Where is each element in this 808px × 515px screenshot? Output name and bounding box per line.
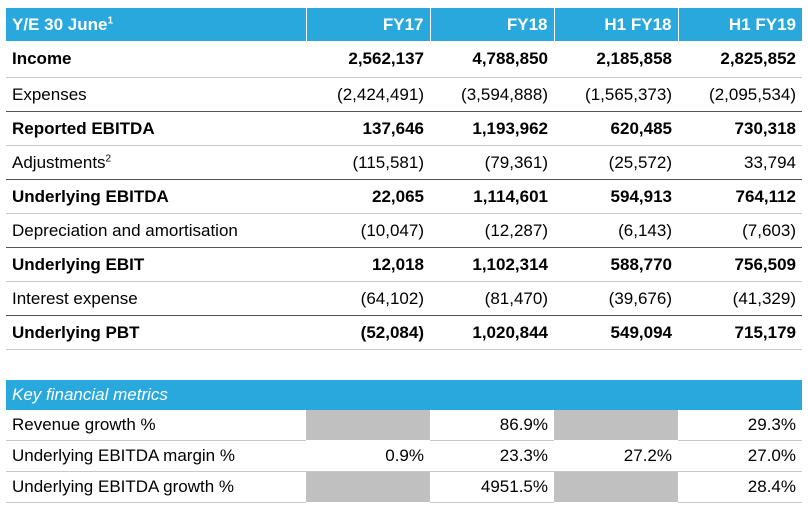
cell: 0.9%	[306, 440, 430, 472]
key-metrics-table: Key financial metrics Revenue growth % 8…	[6, 380, 802, 503]
row-label: Depreciation and amortisation	[6, 213, 306, 248]
footnote-marker: 2	[105, 152, 112, 164]
cell: 756,509	[678, 247, 802, 282]
cell: 28.4%	[678, 471, 802, 503]
column-header-fy17: FY17	[305, 8, 430, 41]
cell: (39,676)	[554, 281, 678, 316]
row-adjustments: Adjustments2 (115,581) (79,361) (25,572)…	[6, 145, 802, 180]
row-underlying-ebitda: Underlying EBITDA 22,065 1,114,601 594,9…	[6, 179, 802, 214]
cell: 549,094	[554, 315, 678, 350]
row-ebitda-margin: Underlying EBITDA margin % 0.9% 23.3% 27…	[6, 440, 802, 472]
cell: (41,329)	[678, 281, 802, 316]
column-header-h1-fy19: H1 FY19	[677, 8, 802, 41]
column-header-fy18: FY18	[429, 8, 554, 41]
row-label-text: Adjustments	[12, 152, 106, 172]
cell: 2,825,852	[678, 41, 802, 78]
not-applicable-cell	[554, 471, 678, 503]
not-applicable-cell	[554, 410, 678, 441]
cell: 12,018	[306, 247, 430, 282]
row-label: Revenue growth %	[6, 410, 306, 441]
cell: 620,485	[554, 111, 678, 146]
row-label: Expenses	[6, 77, 306, 112]
row-label: Underlying EBITDA margin %	[6, 440, 306, 472]
cell: (52,084)	[306, 315, 430, 350]
cell: 137,646	[306, 111, 430, 146]
column-header-h1-fy18: H1 FY18	[553, 8, 678, 41]
cell: (64,102)	[306, 281, 430, 316]
metrics-title: Key financial metrics	[6, 380, 802, 410]
cell: (81,470)	[430, 281, 554, 316]
row-label: Underlying EBIT	[6, 247, 306, 282]
cell: (115,581)	[306, 145, 430, 180]
cell: 715,179	[678, 315, 802, 350]
not-applicable-cell	[306, 410, 430, 441]
cell: 27.2%	[554, 440, 678, 472]
cell: 27.0%	[678, 440, 802, 472]
cell: (25,572)	[554, 145, 678, 180]
row-expenses: Expenses (2,424,491) (3,594,888) (1,565,…	[6, 77, 802, 112]
cell: (2,424,491)	[306, 77, 430, 112]
cell: (10,047)	[306, 213, 430, 248]
metrics-header-row: Key financial metrics	[6, 380, 802, 410]
row-label: Income	[6, 41, 306, 78]
cell: 4951.5%	[430, 471, 554, 503]
cell: 86.9%	[430, 410, 554, 441]
row-underlying-pbt: Underlying PBT (52,084) 1,020,844 549,09…	[6, 315, 802, 350]
row-label: Interest expense	[6, 281, 306, 316]
row-ebitda-growth: Underlying EBITDA growth % 4951.5% 28.4%	[6, 471, 802, 503]
header-label-text: Y/E 30 June	[12, 14, 108, 34]
footnote-marker: 1	[107, 14, 113, 26]
cell: 4,788,850	[430, 41, 554, 78]
cell: (12,287)	[430, 213, 554, 248]
header-label: Y/E 30 June1	[6, 8, 306, 41]
cell: 588,770	[554, 247, 678, 282]
cell: 33,794	[678, 145, 802, 180]
cell: (3,594,888)	[430, 77, 554, 112]
cell: (6,143)	[554, 213, 678, 248]
cell: 29.3%	[678, 410, 802, 441]
table-header-row: Y/E 30 June1 FY17 FY18 H1 FY18 H1 FY19	[6, 8, 802, 41]
row-underlying-ebit: Underlying EBIT 12,018 1,102,314 588,770…	[6, 247, 802, 282]
row-depreciation: Depreciation and amortisation (10,047) (…	[6, 213, 802, 248]
row-label: Underlying EBITDA growth %	[6, 471, 306, 503]
cell: 23.3%	[430, 440, 554, 472]
cell: 1,020,844	[430, 315, 554, 350]
cell: (1,565,373)	[554, 77, 678, 112]
row-label: Reported EBITDA	[6, 111, 306, 146]
cell: (2,095,534)	[678, 77, 802, 112]
cell: 2,185,858	[554, 41, 678, 78]
cell: 2,562,137	[306, 41, 430, 78]
row-label: Underlying EBITDA	[6, 179, 306, 214]
not-applicable-cell	[306, 471, 430, 503]
row-interest-expense: Interest expense (64,102) (81,470) (39,6…	[6, 281, 802, 316]
cell: 22,065	[306, 179, 430, 214]
row-label: Underlying PBT	[6, 315, 306, 350]
cell: (7,603)	[678, 213, 802, 248]
cell: 1,114,601	[430, 179, 554, 214]
cell: 730,318	[678, 111, 802, 146]
row-reported-ebitda: Reported EBITDA 137,646 1,193,962 620,48…	[6, 111, 802, 146]
cell: 1,193,962	[430, 111, 554, 146]
row-revenue-growth: Revenue growth % 86.9% 29.3%	[6, 410, 802, 441]
cell: 1,102,314	[430, 247, 554, 282]
cell: (79,361)	[430, 145, 554, 180]
cell: 594,913	[554, 179, 678, 214]
row-label: Adjustments2	[6, 145, 306, 180]
row-income: Income 2,562,137 4,788,850 2,185,858 2,8…	[6, 41, 802, 78]
cell: 764,112	[678, 179, 802, 214]
income-statement-table: Y/E 30 June1 FY17 FY18 H1 FY18 H1 FY19 I…	[6, 8, 802, 350]
